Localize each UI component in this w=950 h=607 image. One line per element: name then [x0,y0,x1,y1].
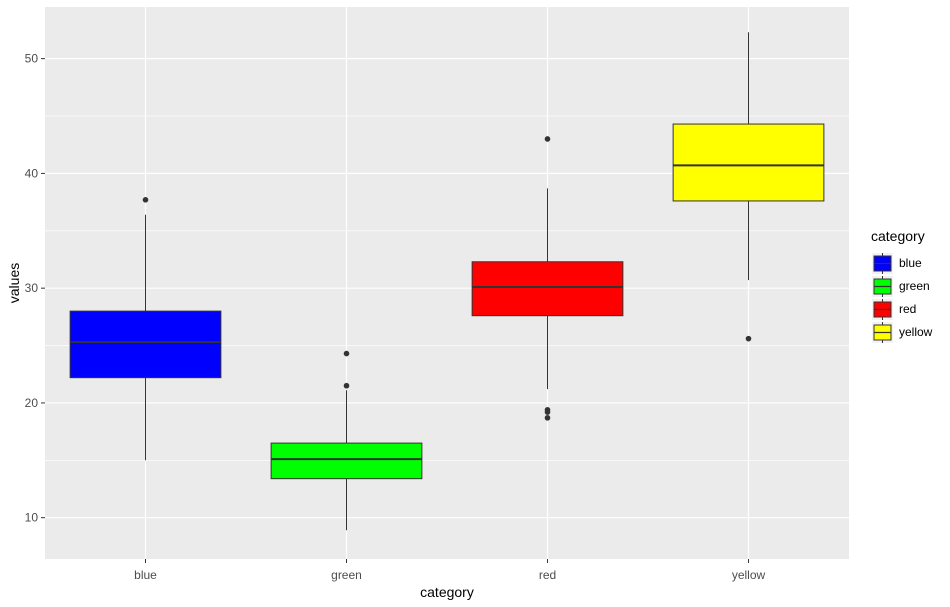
legend-label: red [899,302,916,316]
outlier-point [544,407,551,413]
outlier-point [745,335,752,342]
outlier-point [544,136,551,142]
x-tick-label: yellow [732,568,766,582]
x-tick-label: green [331,568,362,582]
box-green [270,350,423,531]
y-axis: 10 20 30 40 50 [25,52,45,525]
boxes-layer [69,32,825,531]
legend-item-red: red [872,299,916,320]
x-tick-label: blue [134,568,157,582]
box-iqr [69,310,222,379]
y-axis-title: values [6,263,22,303]
box-iqr [270,442,423,480]
outlier-point [343,382,350,389]
legend-label: blue [899,256,922,270]
legend-item-blue: blue [872,253,922,274]
outlier-point [142,196,149,203]
x-tick-label: red [539,568,556,582]
outlier-point [343,350,350,357]
y-tick-label: 50 [25,52,39,66]
major-gridlines [45,7,849,559]
y-tick-label: 20 [25,396,39,410]
legend-item-yellow: yellow [872,322,933,343]
legend: category blue green red yellow [871,228,933,343]
legend-items: blue green red yellow [872,253,933,343]
legend-label: green [899,279,930,293]
x-axis: blue green red yellow [134,559,766,582]
legend-item-green: green [872,276,930,297]
box-red [471,136,624,421]
box-yellow [672,32,825,342]
box-iqr [672,123,825,202]
x-axis-title: category [420,584,474,600]
y-tick-label: 30 [25,281,39,295]
y-tick-label: 40 [25,166,39,180]
outlier-point [544,415,551,421]
y-tick-label: 10 [25,511,39,525]
plot-panel [45,7,849,559]
legend-label: yellow [899,325,933,339]
legend-title: category [871,228,925,244]
box-blue [69,196,222,461]
box-iqr [471,261,624,317]
